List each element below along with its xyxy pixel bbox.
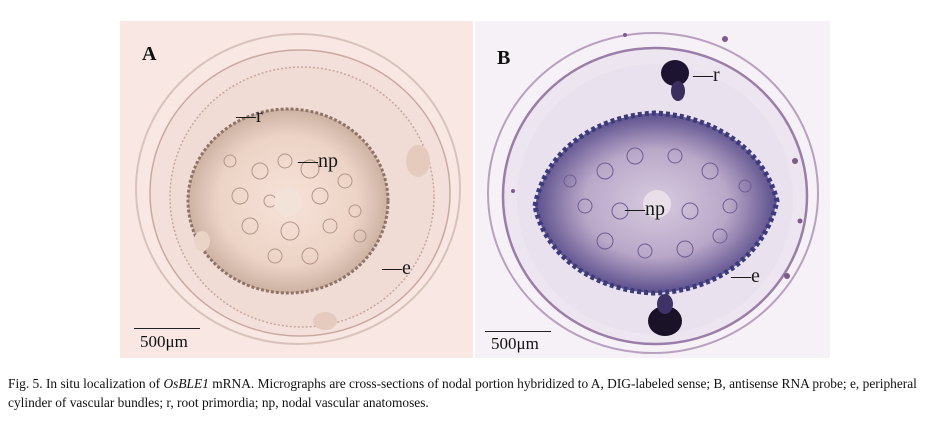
annotation-e-b: —e	[731, 265, 760, 287]
micrograph-b-image	[487, 32, 819, 354]
annotation-text: r	[256, 105, 263, 127]
micrograph-panel-b: B —r —np —e 500μm	[475, 21, 830, 358]
annotation-np-a: —np	[298, 150, 338, 172]
scale-bar-label-a: 500μm	[140, 332, 188, 351]
annotation-np-b: —np	[625, 198, 665, 220]
annotation-text: r	[713, 64, 720, 86]
annotation-text: e	[402, 257, 411, 279]
caption-body: mRNA. Micrographs are cross-sections of …	[8, 376, 917, 410]
annotation-text: np	[645, 198, 665, 220]
annotation-r-b: —r	[693, 64, 720, 86]
micrograph-a-image	[135, 33, 461, 345]
figure-caption: Fig. 5. In situ localization of OsBLE1 m…	[8, 374, 938, 412]
panel-label-a: A	[142, 43, 157, 65]
caption-gene-name: OsBLE1	[163, 376, 209, 391]
scale-bar-label-b: 500μm	[491, 334, 539, 353]
panel-label-b: B	[497, 47, 511, 69]
caption-prefix: Fig. 5. In situ localization of	[8, 376, 164, 391]
micrograph-panel-a: A —r —np —e 500μm	[120, 21, 473, 358]
annotation-r-a: —r	[236, 105, 263, 127]
scale-bar-line-b	[485, 331, 551, 332]
annotation-text: np	[318, 150, 338, 172]
scale-bar-line-a	[134, 328, 200, 329]
annotation-text: e	[751, 265, 760, 287]
annotation-e-a: —e	[382, 257, 411, 279]
